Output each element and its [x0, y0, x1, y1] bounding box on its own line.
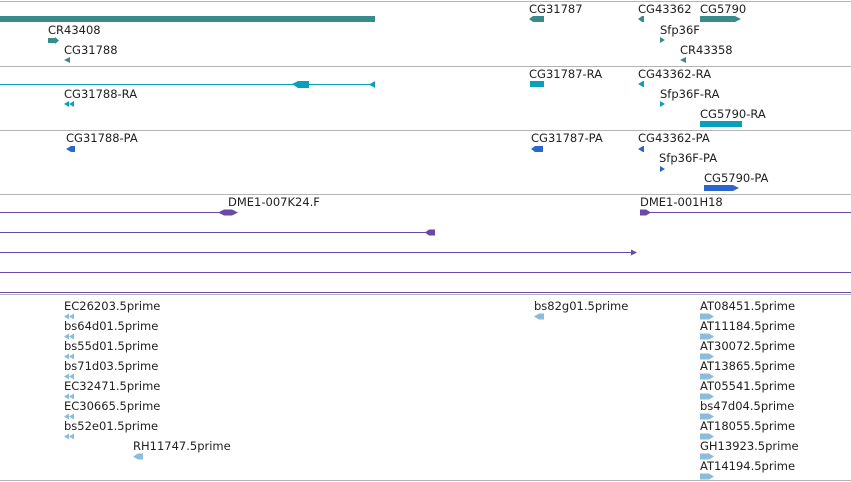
track-separator	[0, 130, 851, 131]
est-label[interactable]: bs82g01.5prime	[534, 299, 629, 313]
clone-label[interactable]: DME1-001H18	[640, 195, 723, 209]
est-feature[interactable]	[64, 333, 69, 340]
clone-feature-dme1-007k24[interactable]	[218, 209, 238, 216]
transcript-label[interactable]: Sfp36F-RA	[660, 87, 720, 101]
transcript-cg31788-ra[interactable]	[64, 101, 69, 107]
est-label[interactable]: bs52e01.5prime	[64, 419, 159, 433]
est-feature[interactable]	[700, 333, 714, 340]
gene-label[interactable]: CR43358	[680, 43, 733, 57]
est-feature[interactable]	[64, 353, 69, 360]
transcript-label[interactable]: CG31787-RA	[529, 67, 603, 81]
transcript-end-arrow	[369, 81, 375, 88]
transcript-cg31788-ra-2	[69, 101, 74, 107]
gene-track: CR43408 CG31788 CG31787 CG43362 CG5790 S…	[0, 0, 851, 66]
est-label[interactable]: AT08451.5prime	[700, 299, 796, 313]
est-feature[interactable]	[64, 393, 69, 400]
est-label[interactable]: GH13923.5prime	[700, 439, 799, 453]
gene-feature-cr43408[interactable]	[48, 38, 55, 43]
clone-feature-dme1-001h18[interactable]	[640, 209, 651, 216]
gene-label[interactable]: CG31788	[64, 43, 118, 57]
gene-feature-cr43408-arrow	[55, 37, 59, 44]
est-label[interactable]: RH11747.5prime	[133, 439, 231, 453]
gene-label[interactable]: CG5790	[700, 2, 747, 16]
est-label[interactable]: AT05541.5prime	[700, 379, 796, 393]
clone-end[interactable]	[425, 229, 435, 236]
protein-label[interactable]: CG43362-PA	[638, 131, 710, 145]
est-feature[interactable]	[700, 353, 714, 360]
gene-feature-cg31788[interactable]	[64, 57, 70, 63]
est-label[interactable]: AT14194.5prime	[700, 459, 796, 473]
est-label[interactable]: bs47d04.5prime	[700, 399, 795, 413]
gene-label[interactable]: CG31787	[529, 2, 583, 16]
gene-feature-cg43362[interactable]	[638, 16, 644, 22]
transcript-label[interactable]: CG5790-RA	[700, 107, 766, 121]
protein-cg31788-pa[interactable]	[66, 146, 75, 152]
est-label[interactable]: bs64d01.5prime	[64, 319, 159, 333]
transcript-cg43362-ra[interactable]	[638, 81, 644, 87]
est-label[interactable]: EC30665.5prime	[64, 399, 161, 413]
est-feature[interactable]	[700, 413, 714, 420]
track-separator	[0, 294, 851, 295]
gene-label[interactable]: CR43408	[48, 23, 101, 37]
transcript-cg5790-ra[interactable]	[700, 121, 742, 127]
est-feature[interactable]	[64, 373, 69, 380]
est-feature[interactable]	[534, 313, 544, 320]
est-feature[interactable]	[69, 353, 74, 360]
gene-feature-bar[interactable]	[0, 16, 375, 22]
est-label[interactable]: EC26203.5prime	[64, 299, 161, 313]
track-separator	[0, 66, 851, 67]
transcript-cg31787-ra[interactable]	[530, 81, 544, 87]
est-feature[interactable]	[700, 453, 714, 460]
est-feature[interactable]	[133, 453, 143, 460]
est-feature[interactable]	[64, 313, 69, 320]
est-feature[interactable]	[64, 413, 69, 420]
gene-feature-cg31787[interactable]	[529, 16, 544, 22]
est-feature[interactable]	[700, 473, 714, 480]
est-label[interactable]: AT13865.5prime	[700, 359, 796, 373]
transcript-label[interactable]: CG43362-RA	[638, 67, 712, 81]
est-feature[interactable]	[64, 433, 69, 440]
est-feature[interactable]	[69, 313, 74, 320]
protein-label[interactable]: CG5790-PA	[704, 171, 769, 185]
track-separator	[0, 194, 851, 195]
gene-feature-cr43358[interactable]	[680, 57, 686, 63]
transcript-exon[interactable]	[292, 81, 309, 88]
est-feature[interactable]	[69, 373, 74, 380]
clone-track: DME1-007K24.F DME1-001H18	[0, 194, 851, 294]
est-feature[interactable]	[69, 433, 74, 440]
est-feature[interactable]	[700, 393, 714, 400]
transcript-sfp36f-ra[interactable]	[660, 101, 665, 107]
track-separator	[0, 480, 851, 481]
protein-cg5790-pa[interactable]	[704, 185, 739, 191]
est-label[interactable]: AT30072.5prime	[700, 339, 796, 353]
est-feature[interactable]	[700, 433, 714, 440]
clone-end-arrow	[631, 249, 637, 256]
protein-label[interactable]: CG31788-PA	[66, 131, 138, 145]
est-feature[interactable]	[69, 393, 74, 400]
protein-track: CG31788-PA CG31787-PA CG43362-PA Sfp36F-…	[0, 130, 851, 194]
est-label[interactable]: AT11184.5prime	[700, 319, 796, 333]
transcript-label[interactable]: CG31788-RA	[64, 87, 138, 101]
protein-sfp36f-pa[interactable]	[660, 166, 665, 172]
est-feature[interactable]	[700, 373, 714, 380]
est-label[interactable]: AT18055.5prime	[700, 419, 796, 433]
est-feature[interactable]	[69, 333, 74, 340]
est-label[interactable]: bs71d03.5prime	[64, 359, 159, 373]
clone-label[interactable]: DME1-007K24.F	[228, 195, 320, 209]
est-label[interactable]: EC32471.5prime	[64, 379, 161, 393]
est-feature[interactable]	[700, 313, 714, 320]
est-label[interactable]: bs55d01.5prime	[64, 339, 159, 353]
track-separator	[0, 1, 851, 2]
protein-label[interactable]: Sfp36F-PA	[659, 151, 718, 165]
transcript-track: CG31788-RA CG31787-RA CG43362-RA Sfp36F-…	[0, 66, 851, 130]
gene-feature-cg5790[interactable]	[700, 16, 741, 22]
protein-cg31787-pa[interactable]	[531, 146, 543, 152]
gene-feature-sfp36f[interactable]	[660, 37, 665, 43]
est-track: EC26203.5prime bs64d01.5prime bs55d01.5pri…	[0, 294, 851, 480]
protein-label[interactable]: CG31787-PA	[531, 131, 603, 145]
gene-label[interactable]: Sfp36F	[660, 23, 700, 37]
est-feature[interactable]	[69, 413, 74, 420]
gene-label[interactable]: CG43362	[638, 2, 692, 16]
protein-cg43362-pa[interactable]	[638, 146, 644, 152]
